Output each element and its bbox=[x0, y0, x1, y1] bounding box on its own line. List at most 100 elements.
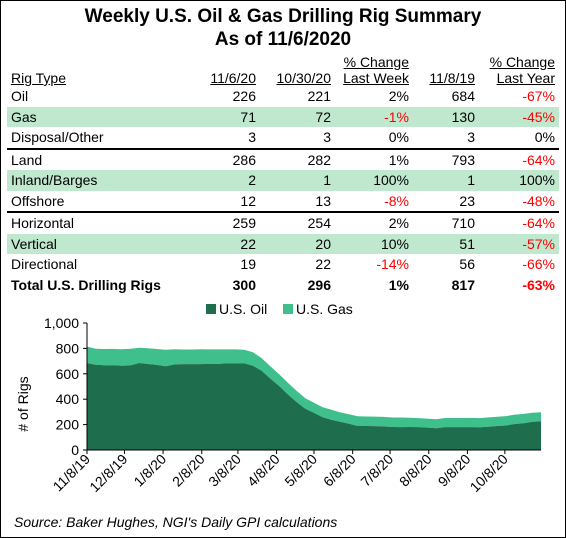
change-last-week: -1% bbox=[335, 106, 413, 127]
title-line-2: As of 11/6/2020 bbox=[214, 29, 352, 50]
value-prior-week: 254 bbox=[260, 211, 335, 234]
value-prior-week: 3 bbox=[323, 129, 331, 146]
change-last-year: -63% bbox=[522, 276, 555, 293]
table-total-row: Total U.S. Drilling Rigs 300 296 1% 817 -63% bbox=[7, 275, 559, 296]
row-label: Oil bbox=[11, 88, 29, 105]
x-tick-label: 12/8/19 bbox=[86, 451, 130, 495]
change-last-year: -45% bbox=[479, 106, 559, 127]
y-tick-label: 200 bbox=[56, 417, 80, 433]
value-current-week: 12 bbox=[240, 192, 256, 209]
value-prior-week: 72 bbox=[260, 106, 335, 127]
value-prior-year: 817 bbox=[451, 276, 475, 293]
legend-label-gas: U.S. Gas bbox=[296, 301, 353, 317]
value-prior-year: 51 bbox=[413, 233, 479, 254]
table-row: Horizontal 259 254 2% 710 -64% bbox=[7, 211, 559, 234]
row-label: Total U.S. Drilling Rigs bbox=[11, 276, 161, 293]
change-last-year: 0% bbox=[534, 129, 555, 146]
source-note: Source: Baker Hughes, NGI's Daily GPI ca… bbox=[14, 514, 338, 530]
y-tick-label: 0 bbox=[71, 442, 79, 458]
row-label: Land bbox=[7, 147, 197, 170]
value-current-week: 259 bbox=[197, 211, 260, 234]
row-label: Disposal/Other bbox=[11, 129, 104, 146]
x-tick-label: 5/8/20 bbox=[281, 451, 320, 490]
header-prior-year: 11/8/19 bbox=[429, 70, 475, 86]
change-last-year: -64% bbox=[479, 211, 559, 234]
series-area-gas bbox=[87, 346, 541, 429]
value-prior-week: 1 bbox=[260, 170, 335, 191]
change-last-year: -66% bbox=[522, 256, 555, 273]
change-last-year: -57% bbox=[479, 233, 559, 254]
series-area-oil bbox=[87, 363, 541, 450]
change-last-year: 100% bbox=[479, 170, 559, 191]
x-tick-label: 6/8/20 bbox=[320, 451, 359, 490]
change-last-week: 2% bbox=[335, 211, 413, 234]
legend: U.S. Oil U.S. Gas bbox=[206, 301, 353, 317]
header-prior-week: 10/30/20 bbox=[276, 70, 332, 86]
value-prior-week: 296 bbox=[307, 276, 331, 293]
value-prior-year: 56 bbox=[459, 256, 475, 273]
title-line-1: Weekly U.S. Oil & Gas Drilling Rig Summa… bbox=[84, 6, 482, 27]
value-current-week: 226 bbox=[232, 88, 256, 105]
value-prior-week: 20 bbox=[260, 233, 335, 254]
header-current-week: 11/6/20 bbox=[210, 70, 256, 86]
change-last-week: 1% bbox=[388, 276, 409, 293]
y-axis-title: # of Rigs bbox=[15, 376, 31, 431]
value-prior-year: 684 bbox=[451, 88, 475, 105]
y-tick-label: 1,000 bbox=[44, 315, 79, 331]
value-prior-year: 3 bbox=[467, 129, 475, 146]
y-tick-label: 600 bbox=[56, 366, 80, 382]
header-change-last-week: % Change Last Week bbox=[343, 54, 409, 86]
value-prior-year: 23 bbox=[459, 192, 475, 209]
x-tick-label: 4/8/20 bbox=[244, 451, 283, 490]
value-prior-year: 1 bbox=[413, 170, 479, 191]
change-last-week: -8% bbox=[384, 192, 409, 209]
value-current-week: 2 bbox=[197, 170, 260, 191]
header-change-last-year: % Change Last Year bbox=[489, 54, 555, 86]
row-label: Directional bbox=[11, 256, 78, 273]
table-body: Oil 226 221 2% 684 -67% Gas 71 72 -1% 130 -45% Dispo… bbox=[7, 86, 559, 295]
value-current-week: 286 bbox=[197, 147, 260, 170]
value-current-week: 71 bbox=[197, 106, 260, 127]
value-prior-year: 130 bbox=[413, 106, 479, 127]
value-current-week: 19 bbox=[240, 256, 256, 273]
rig-summary-table: Rig Type 11/6/20 10/30/20 % Change Last W… bbox=[7, 54, 559, 295]
change-last-year: -48% bbox=[522, 192, 555, 209]
change-last-week: 1% bbox=[335, 147, 413, 170]
table-row: Disposal/Other 3 3 0% 3 0% bbox=[7, 127, 559, 149]
row-label: Horizontal bbox=[7, 211, 197, 234]
change-last-week: 0% bbox=[388, 129, 409, 146]
change-last-week: 2% bbox=[388, 88, 409, 105]
table-row: Offshore 12 13 -8% 23 -48% bbox=[7, 191, 559, 213]
value-current-week: 300 bbox=[232, 276, 256, 293]
change-last-week: 100% bbox=[335, 170, 413, 191]
legend-swatch-oil bbox=[206, 304, 216, 314]
table-row: Vertical 22 20 10% 51 -57% bbox=[7, 233, 559, 254]
row-label: Inland/Barges bbox=[7, 170, 197, 191]
value-prior-year: 793 bbox=[413, 147, 479, 170]
value-current-week: 22 bbox=[197, 233, 260, 254]
table-row: Land 286 282 1% 793 -64% bbox=[7, 147, 559, 170]
value-prior-week: 221 bbox=[307, 88, 331, 105]
value-prior-week: 282 bbox=[260, 147, 335, 170]
value-prior-week: 22 bbox=[315, 256, 331, 273]
table-row: Gas 71 72 -1% 130 -45% bbox=[7, 106, 559, 127]
value-current-week: 3 bbox=[248, 129, 256, 146]
change-last-year: -67% bbox=[522, 88, 555, 105]
x-tick-label: 3/8/20 bbox=[205, 451, 244, 490]
plot-areas bbox=[87, 346, 541, 450]
row-label: Offshore bbox=[11, 192, 65, 209]
header-rig-type: Rig Type bbox=[11, 70, 66, 86]
row-label: Gas bbox=[7, 106, 197, 127]
y-tick-label: 400 bbox=[56, 391, 80, 407]
rig-count-area-chart: U.S. Oil U.S. Gas # of Rigs 0 200 400 600 80… bbox=[15, 301, 541, 495]
table-header-row: Rig Type 11/6/20 10/30/20 % Change Last W… bbox=[7, 54, 559, 86]
legend-swatch-gas bbox=[283, 304, 293, 314]
x-tick-label: 2/8/20 bbox=[169, 451, 208, 490]
value-prior-week: 13 bbox=[315, 192, 331, 209]
table-row: Oil 226 221 2% 684 -67% bbox=[7, 86, 559, 107]
change-last-year: -64% bbox=[479, 147, 559, 170]
row-label: Vertical bbox=[7, 233, 197, 254]
y-tick-label: 800 bbox=[56, 340, 80, 356]
y-axis: 0 200 400 600 800 1,000 bbox=[44, 315, 88, 458]
